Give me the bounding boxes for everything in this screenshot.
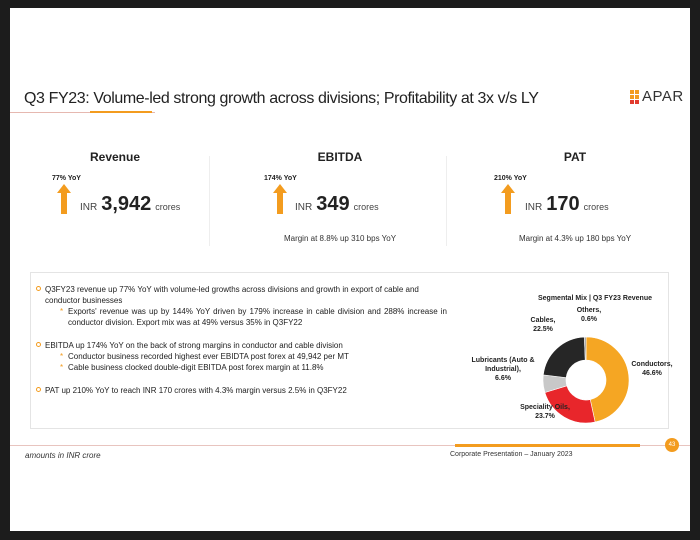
page-title: Q3 FY23: Volume-led strong growth across…	[24, 90, 539, 107]
slice-label-speciality-oils: Speciality Oils, 23.7%	[510, 403, 580, 421]
bullet-text: Conductor business recorded highest ever…	[68, 352, 349, 361]
amount: 170	[546, 193, 580, 215]
unit: crores	[353, 202, 379, 212]
divider	[446, 156, 447, 246]
slide: Q3 FY23: Volume-led strong growth across…	[10, 8, 690, 531]
donut-slice	[542, 336, 586, 378]
metric-yoy: 174% YoY	[264, 175, 297, 182]
star-bullet-icon: *	[60, 363, 64, 372]
star-bullet-icon: *	[60, 307, 64, 316]
slice-label-others: Others, 0.6%	[572, 306, 606, 324]
metric-yoy: 210% YoY	[494, 175, 527, 182]
unit: crores	[583, 202, 609, 212]
label-value: 46.6%	[642, 370, 662, 377]
bullet: EBITDA up 174% YoY on the back of strong…	[36, 340, 447, 351]
metric-ebitda: EBITDA 174% YoY INR 349 crores Margin at 8…	[235, 148, 445, 248]
footer-text: Corporate Presentation – January 2023	[450, 451, 573, 458]
bullet: Q3FY23 revenue up 77% YoY with volume-le…	[36, 284, 447, 306]
chart-title: Segmental Mix | Q3 FY23 Revenue	[538, 295, 652, 302]
page-number: 43	[665, 438, 679, 452]
up-arrow-icon	[273, 184, 287, 214]
metric-margin: Margin at 8.8% up 310 bps YoY	[283, 234, 397, 243]
sub-bullet: * Conductor business recorded highest eve…	[60, 351, 447, 362]
metric-value: INR 349 crores	[295, 193, 379, 216]
label-name: Others,	[576, 307, 602, 314]
slice-label-cables: Cables, 22.5%	[526, 316, 560, 334]
slice-label-conductors: Conductors, 46.6%	[622, 360, 682, 378]
bullet-text: EBITDA up 174% YoY on the back of strong…	[45, 341, 343, 350]
metric-pat: PAT 210% YoY INR 170 crores Margin at 4.3%…	[470, 148, 680, 248]
metric-label: EBITDA	[317, 150, 363, 164]
footer-accent-line	[455, 444, 640, 447]
circle-bullet-icon	[36, 387, 41, 392]
amount: 349	[316, 193, 350, 215]
title-divider	[10, 112, 155, 113]
currency: INR	[525, 202, 543, 213]
amount: 3,942	[101, 193, 152, 215]
bullet-text: PAT up 210% YoY to reach INR 170 crores …	[45, 386, 347, 395]
label-value: 6.6%	[495, 375, 511, 382]
up-arrow-icon	[501, 184, 515, 214]
logo-dots-icon	[630, 89, 639, 104]
footnote: amounts in INR crore	[25, 451, 101, 460]
circle-bullet-icon	[36, 286, 41, 291]
highlights-list: Q3FY23 revenue up 77% YoY with volume-le…	[36, 284, 447, 396]
up-arrow-icon	[57, 184, 71, 214]
sub-bullet: * Exports' revenue was up by 144% YoY dri…	[60, 306, 447, 328]
slice-label-lubricants: Lubricants (Auto & Industrial), 6.6%	[468, 356, 538, 383]
currency: INR	[80, 202, 98, 213]
bullet: PAT up 210% YoY to reach INR 170 crores …	[36, 385, 447, 396]
circle-bullet-icon	[36, 342, 41, 347]
highlights-box	[30, 272, 669, 429]
currency: INR	[295, 202, 313, 213]
label-value: 23.7%	[535, 413, 555, 420]
label-value: 22.5%	[533, 326, 553, 333]
bullet-text: Q3FY23 revenue up 77% YoY with volume-le…	[45, 285, 419, 305]
donut-slice	[585, 336, 630, 423]
metric-revenue: Revenue 77% YoY INR 3,942 crores	[10, 148, 220, 248]
metric-label: Revenue	[89, 150, 141, 164]
label-name: Conductors,	[631, 361, 673, 368]
unit: crores	[155, 202, 181, 212]
divider	[209, 156, 210, 246]
segment-donut-chart	[542, 336, 630, 424]
metric-value: INR 3,942 crores	[80, 193, 180, 216]
bullet-text: Exports' revenue was up by 144% YoY driv…	[68, 307, 447, 327]
metric-yoy: 77% YoY	[52, 175, 81, 182]
title-underline	[90, 111, 152, 113]
logo-text: APAR	[642, 88, 684, 105]
donut-slice	[584, 336, 587, 361]
label-name: Cables,	[530, 317, 556, 324]
label-name: Speciality Oils,	[520, 404, 570, 411]
star-bullet-icon: *	[60, 352, 64, 361]
bullet-text: Cable business clocked double-digit EBIT…	[68, 363, 324, 372]
label-name: Lubricants (Auto & Industrial),	[471, 357, 535, 373]
metric-label: PAT	[563, 150, 587, 164]
metric-value: INR 170 crores	[525, 193, 609, 216]
metric-margin: Margin at 4.3% up 180 bps YoY	[518, 234, 632, 243]
apar-logo: APAR	[630, 88, 684, 105]
label-value: 0.6%	[581, 316, 597, 323]
sub-bullet: * Cable business clocked double-digit EBI…	[60, 362, 447, 373]
footer-divider	[10, 445, 690, 446]
